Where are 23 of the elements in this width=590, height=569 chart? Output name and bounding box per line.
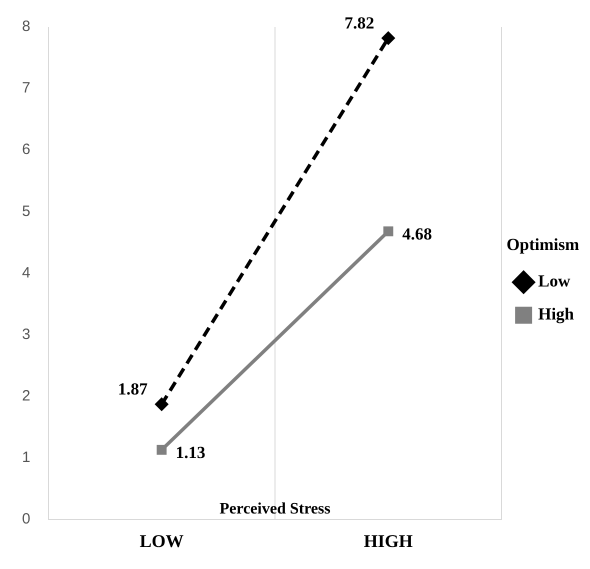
y-tick-label: 2 [22, 387, 30, 404]
y-tick-label: 6 [22, 141, 30, 158]
point [381, 31, 396, 46]
point [156, 444, 167, 455]
legend-label: High [538, 304, 575, 324]
y-tick-label: 5 [22, 202, 30, 220]
y-tick-label: 0 [22, 510, 30, 528]
y-tick-label: 1 [22, 448, 30, 466]
point [154, 397, 169, 412]
data-label: 4.68 [402, 224, 432, 244]
legend-label: Low [538, 272, 571, 291]
legend-title: Optimism [506, 235, 580, 254]
x-tick-label: LOW [140, 530, 184, 551]
data-label: 1.87 [118, 380, 148, 399]
y-tick-label: 4 [22, 264, 30, 282]
x-axis-title: Perceived Stress [220, 500, 330, 518]
data-label: 1.13 [176, 443, 206, 462]
y-tick-label: 8 [22, 18, 30, 36]
y-tick-label: 3 [22, 326, 30, 343]
x-tick-label: HIGH [364, 530, 413, 551]
point [383, 226, 394, 236]
data-label: 7.82 [344, 13, 374, 32]
y-tick-label: 7 [22, 80, 30, 97]
